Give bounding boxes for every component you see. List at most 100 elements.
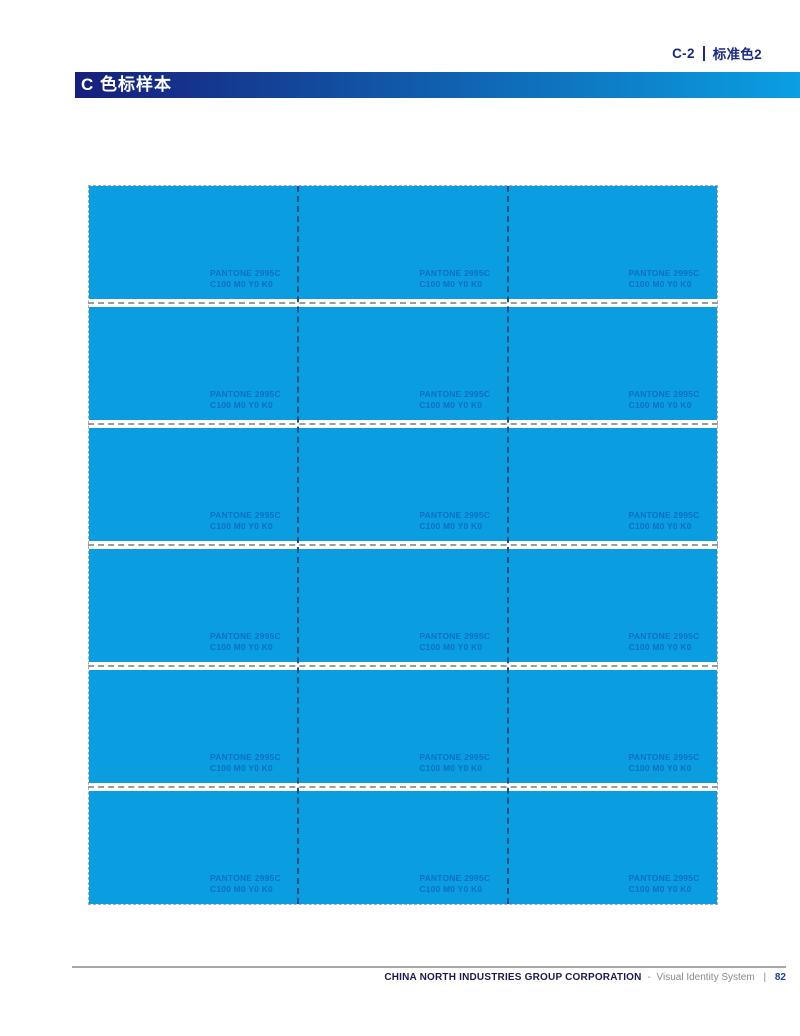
cmyk-values: C100 M0 Y0 K0 <box>419 884 483 894</box>
pantone-code: PANTONE 2995C <box>419 268 491 278</box>
swatch-cell: PANTONE 2995C C100 M0 Y0 K0 <box>298 307 507 420</box>
pantone-code: PANTONE 2995C <box>210 389 281 399</box>
section-title: C 色标样本 <box>81 75 172 94</box>
pantone-code: PANTONE 2995C <box>210 631 281 641</box>
column-cut-line <box>506 186 509 904</box>
pantone-code: PANTONE 2995C <box>210 510 281 520</box>
footer-rule <box>72 966 786 968</box>
row-cut-line <box>88 302 718 304</box>
cut-gap <box>88 420 718 428</box>
swatch-label: PANTONE 2995C C100 M0 Y0 K0 <box>629 752 700 774</box>
swatch-label: PANTONE 2995C C100 M0 Y0 K0 <box>419 752 490 774</box>
cmyk-values: C100 M0 Y0 K0 <box>419 521 483 531</box>
pantone-code: PANTONE 2995C <box>419 510 491 520</box>
chapter-section: 标准色2 <box>712 47 762 62</box>
swatch-cell: PANTONE 2995C C100 M0 Y0 K0 <box>298 791 507 904</box>
header-divider <box>702 45 705 61</box>
swatch-cell: PANTONE 2995C C100 M0 Y0 K0 <box>508 549 717 662</box>
cmyk-values: C100 M0 Y0 K0 <box>419 763 483 773</box>
pantone-code: PANTONE 2995C <box>628 389 700 399</box>
swatch-cell: PANTONE 2995C C100 M0 Y0 K0 <box>89 670 298 783</box>
swatch-cell: PANTONE 2995C C100 M0 Y0 K0 <box>298 670 507 783</box>
row-cut-line <box>88 423 718 425</box>
swatch-label: PANTONE 2995C C100 M0 Y0 K0 <box>210 389 281 411</box>
swatch-cell: PANTONE 2995C C100 M0 Y0 K0 <box>298 428 507 541</box>
swatch-label: PANTONE 2995C C100 M0 Y0 K0 <box>210 752 281 774</box>
row-cut-line <box>88 786 718 788</box>
swatch-cell: PANTONE 2995C C100 M0 Y0 K0 <box>508 428 717 541</box>
swatch-label: PANTONE 2995C C100 M0 Y0 K0 <box>629 873 700 895</box>
column-cut-line <box>297 186 300 904</box>
swatch-label: PANTONE 2995C C100 M0 Y0 K0 <box>419 873 490 895</box>
page-number: 82 <box>774 972 786 983</box>
pantone-code: PANTONE 2995C <box>628 873 700 883</box>
cut-gap <box>88 299 718 307</box>
swatch-label: PANTONE 2995C C100 M0 Y0 K0 <box>419 510 490 532</box>
swatch-label: PANTONE 2995C C100 M0 Y0 K0 <box>629 631 700 653</box>
pantone-code: PANTONE 2995C <box>210 268 281 278</box>
swatch-cell: PANTONE 2995C C100 M0 Y0 K0 <box>508 186 717 299</box>
swatch-label: PANTONE 2995C C100 M0 Y0 K0 <box>210 873 281 895</box>
swatch-row: PANTONE 2995C C100 M0 Y0 K0 PANTONE 2995C C… <box>89 670 717 783</box>
swatch-label: PANTONE 2995C C100 M0 Y0 K0 <box>629 268 700 290</box>
cmyk-values: C100 M0 Y0 K0 <box>419 279 483 289</box>
cmyk-values: C100 M0 Y0 K0 <box>419 400 483 410</box>
swatch-cell: PANTONE 2995C C100 M0 Y0 K0 <box>89 428 298 541</box>
row-cut-line <box>88 665 718 667</box>
page-footer: CHINA NORTH INDUSTRIES GROUP CORPORATION… <box>384 972 786 983</box>
section-title-bar: C 色标样本 <box>75 72 800 98</box>
pantone-code: PANTONE 2995C <box>419 873 491 883</box>
page-header: C-2 标准色2 <box>672 43 762 63</box>
swatch-label: PANTONE 2995C C100 M0 Y0 K0 <box>210 631 281 653</box>
swatch-cell: PANTONE 2995C C100 M0 Y0 K0 <box>89 307 298 420</box>
pantone-code: PANTONE 2995C <box>419 631 491 641</box>
footer-bar: | <box>763 972 767 983</box>
cmyk-values: C100 M0 Y0 K0 <box>628 642 692 652</box>
swatch-cell: PANTONE 2995C C100 M0 Y0 K0 <box>298 549 507 662</box>
cmyk-values: C100 M0 Y0 K0 <box>210 884 273 894</box>
cmyk-values: C100 M0 Y0 K0 <box>210 521 273 531</box>
cmyk-values: C100 M0 Y0 K0 <box>210 763 273 773</box>
cut-gap <box>88 662 718 670</box>
footer-separator: - <box>647 972 651 983</box>
swatch-label: PANTONE 2995C C100 M0 Y0 K0 <box>419 631 490 653</box>
swatch-cell: PANTONE 2995C C100 M0 Y0 K0 <box>89 791 298 904</box>
swatch-label: PANTONE 2995C C100 M0 Y0 K0 <box>629 510 700 532</box>
cut-gap <box>88 783 718 791</box>
pantone-code: PANTONE 2995C <box>210 752 281 762</box>
swatch-cell: PANTONE 2995C C100 M0 Y0 K0 <box>89 549 298 662</box>
cut-gap <box>88 541 718 549</box>
cmyk-values: C100 M0 Y0 K0 <box>628 521 692 531</box>
cmyk-values: C100 M0 Y0 K0 <box>210 400 273 410</box>
swatch-cell: PANTONE 2995C C100 M0 Y0 K0 <box>298 186 507 299</box>
company-name: CHINA NORTH INDUSTRIES GROUP CORPORATION <box>384 972 642 983</box>
cmyk-values: C100 M0 Y0 K0 <box>419 642 483 652</box>
pantone-code: PANTONE 2995C <box>419 752 491 762</box>
cmyk-values: C100 M0 Y0 K0 <box>210 279 273 289</box>
swatch-row: PANTONE 2995C C100 M0 Y0 K0 PANTONE 2995C C… <box>89 307 717 420</box>
cmyk-values: C100 M0 Y0 K0 <box>628 884 692 894</box>
swatch-label: PANTONE 2995C C100 M0 Y0 K0 <box>419 389 490 411</box>
swatch-row: PANTONE 2995C C100 M0 Y0 K0 PANTONE 2995C C… <box>89 428 717 541</box>
cmyk-values: C100 M0 Y0 K0 <box>628 279 692 289</box>
swatch-label: PANTONE 2995C C100 M0 Y0 K0 <box>210 510 281 532</box>
swatch-cell: PANTONE 2995C C100 M0 Y0 K0 <box>508 670 717 783</box>
swatch-label: PANTONE 2995C C100 M0 Y0 K0 <box>629 389 700 411</box>
pantone-code: PANTONE 2995C <box>628 510 700 520</box>
swatch-grid: PANTONE 2995C C100 M0 Y0 K0 PANTONE 2995C C… <box>88 185 718 905</box>
pantone-code: PANTONE 2995C <box>628 752 700 762</box>
pantone-code: PANTONE 2995C <box>628 631 700 641</box>
pantone-code: PANTONE 2995C <box>419 389 491 399</box>
pantone-code: PANTONE 2995C <box>210 873 281 883</box>
swatch-label: PANTONE 2995C C100 M0 Y0 K0 <box>210 268 281 290</box>
swatch-row: PANTONE 2995C C100 M0 Y0 K0 PANTONE 2995C C… <box>89 791 717 904</box>
pantone-code: PANTONE 2995C <box>628 268 700 278</box>
chapter-code: C-2 <box>672 45 695 61</box>
swatch-cell: PANTONE 2995C C100 M0 Y0 K0 <box>508 791 717 904</box>
row-cut-line <box>88 544 718 546</box>
swatch-row: PANTONE 2995C C100 M0 Y0 K0 PANTONE 2995C C… <box>89 549 717 662</box>
cmyk-values: C100 M0 Y0 K0 <box>628 763 692 773</box>
swatch-cell: PANTONE 2995C C100 M0 Y0 K0 <box>508 307 717 420</box>
swatch-cell: PANTONE 2995C C100 M0 Y0 K0 <box>89 186 298 299</box>
